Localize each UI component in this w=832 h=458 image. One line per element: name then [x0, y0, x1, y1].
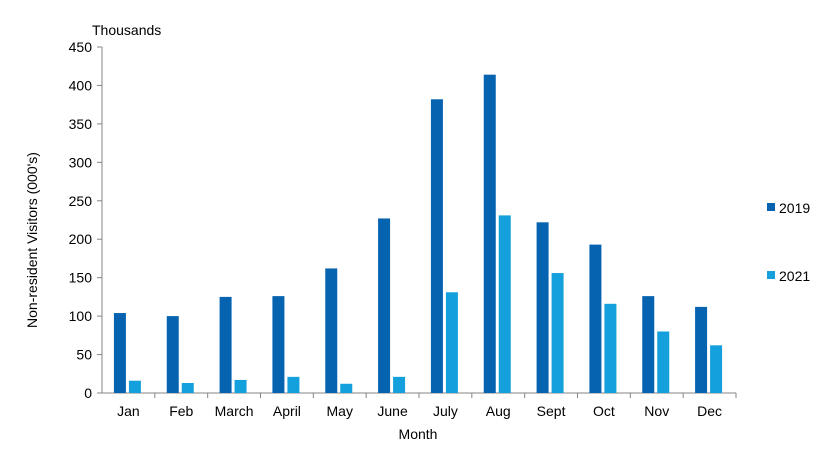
bar-2021-march: [234, 379, 247, 393]
unit-label: Thousands: [92, 22, 161, 38]
bar-2021-oct: [604, 303, 617, 393]
bar-2019-may: [325, 268, 338, 393]
x-tick-label: Oct: [593, 403, 615, 419]
y-tick-label: 150: [69, 270, 93, 286]
y-tick-label: 450: [69, 39, 93, 55]
legend-swatch-2019: [767, 203, 775, 211]
y-tick-label: 250: [69, 193, 93, 209]
legend-label-2019: 2019: [779, 200, 810, 216]
bar-2019-feb: [166, 316, 179, 393]
y-tick-label: 200: [69, 231, 93, 247]
y-tick-label: 100: [69, 308, 93, 324]
x-axis: Jan Feb March April May June July Aug Sept Oct Nov…: [102, 392, 737, 419]
bars: [113, 74, 723, 394]
bar-2021-july: [445, 292, 458, 393]
y-tick-label: 350: [69, 116, 93, 132]
bar-2021-aug: [498, 215, 511, 393]
bar-2021-sept: [551, 273, 564, 393]
legend-swatch-2021: [767, 271, 775, 279]
y-tick-label: 0: [84, 385, 92, 401]
x-axis-title: Month: [399, 426, 438, 442]
x-tick-label: Dec: [697, 403, 722, 419]
bar-2019-april: [272, 296, 285, 393]
x-tick-label: June: [377, 403, 408, 419]
y-tick-label: 50: [76, 347, 92, 363]
x-tick-label: Feb: [169, 403, 193, 419]
bar-2019-june: [378, 218, 391, 393]
bar-2021-jan: [128, 380, 141, 393]
bar-2019-july: [430, 99, 443, 393]
x-tick-label: April: [273, 403, 301, 419]
bar-2021-nov: [657, 331, 670, 393]
x-tick-label: Aug: [486, 403, 511, 419]
bar-2021-april: [287, 376, 300, 393]
bar-2021-feb: [181, 383, 194, 393]
y-axis-title: Non-resident Visitors (000's): [24, 152, 40, 328]
bar-2019-jan: [113, 313, 126, 393]
legend-label-2021: 2021: [779, 268, 810, 284]
bar-2019-march: [219, 296, 232, 393]
bar-2021-dec: [710, 345, 723, 393]
x-tick-label: July: [433, 403, 458, 419]
bar-2021-june: [393, 376, 406, 393]
bar-2019-sept: [536, 222, 549, 393]
x-tick-label: Nov: [644, 403, 669, 419]
bar-2019-dec: [695, 306, 708, 393]
bar-2019-oct: [589, 244, 602, 393]
bar-2019-aug: [483, 74, 496, 394]
legend: 2019 2021: [767, 200, 810, 284]
x-tick-label: Jan: [117, 403, 140, 419]
bar-2021-may: [340, 383, 353, 393]
x-tick-label: May: [327, 403, 353, 419]
y-axis: 0 50 100 150 200 250 300 350 400 450: [69, 39, 103, 401]
bar-2019-nov: [642, 296, 655, 393]
y-tick-label: 400: [69, 77, 93, 93]
y-tick-label: 300: [69, 154, 93, 170]
x-tick-label: Sept: [537, 403, 566, 419]
x-tick-label: March: [215, 403, 254, 419]
